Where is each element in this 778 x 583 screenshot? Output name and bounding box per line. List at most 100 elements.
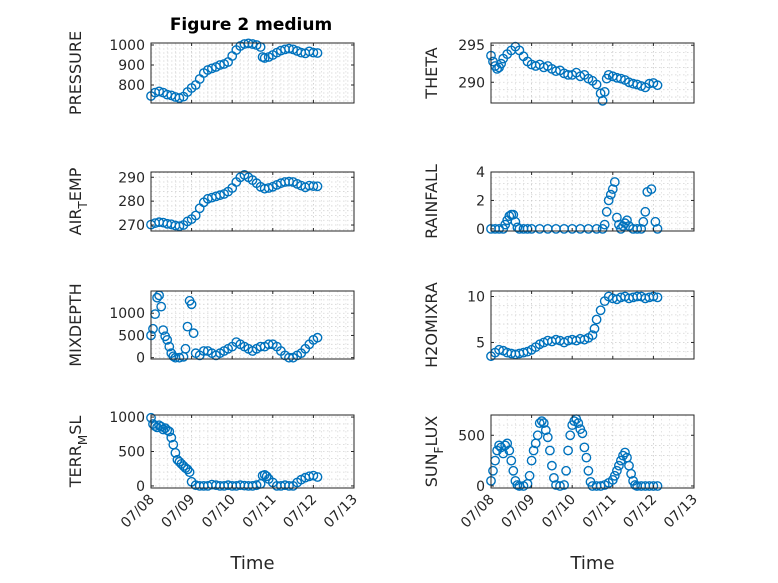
data-point [555, 481, 565, 491]
data-point [591, 223, 602, 234]
data-point [599, 87, 610, 97]
axes-frame [490, 414, 695, 489]
data-point [534, 418, 545, 428]
data-point [579, 442, 590, 453]
y-tick-label: 290 [458, 75, 485, 91]
subplot-2: 290 295 THETA [422, 38, 695, 106]
data-point [148, 323, 158, 334]
data-point [595, 481, 606, 491]
data-point [640, 206, 651, 217]
y-axis-label: THETA [422, 47, 441, 99]
data-point [583, 465, 594, 476]
data-point [206, 63, 217, 74]
data-point [528, 445, 539, 456]
data-point [609, 177, 620, 187]
y-tick-label: 10 [467, 290, 485, 306]
y-axis-label: TERRMSL [66, 416, 90, 489]
data-point [215, 190, 225, 201]
data-point [538, 418, 549, 428]
data-point [650, 216, 661, 227]
axes-frame [490, 42, 695, 104]
data-point [251, 480, 262, 491]
data-point [638, 216, 649, 227]
data-point [526, 455, 537, 466]
y-tick-label: 295 [458, 38, 485, 54]
y-tick-label: 280 [118, 194, 145, 210]
data-point [174, 93, 185, 103]
y-axis-label: AIRTEMP [66, 167, 90, 235]
data-point [616, 73, 626, 84]
data-point [605, 189, 616, 200]
data-point [180, 343, 191, 354]
data-point [565, 430, 576, 441]
data-point [636, 223, 647, 234]
data-point [158, 424, 169, 435]
data-point [632, 223, 643, 234]
data-point [646, 184, 657, 195]
data-point [595, 305, 606, 316]
data-point [512, 222, 523, 233]
data-point [162, 425, 173, 436]
axes-frame [490, 290, 695, 360]
data-point [502, 438, 513, 449]
subplot-4: 0 2 4 RAINFALL [422, 164, 695, 239]
data-point [510, 216, 521, 227]
y-tick-label: 0 [136, 351, 145, 367]
data-point [561, 465, 571, 476]
data-point [616, 455, 626, 466]
data-point [154, 86, 165, 97]
data-point [190, 210, 201, 221]
y-tick-label: 4 [476, 165, 485, 181]
data-point [156, 301, 167, 312]
data-point [263, 183, 274, 193]
data-point [563, 445, 573, 456]
data-point [540, 425, 551, 436]
y-tick-label: 1000 [109, 38, 145, 54]
data-point [524, 470, 535, 481]
data-point [652, 292, 663, 303]
axes-frame [490, 171, 695, 232]
y-tick-label: 0 [476, 479, 485, 495]
y-tick-label: 500 [458, 428, 485, 444]
data-point [620, 447, 630, 458]
data-point [549, 472, 559, 483]
data-point [182, 464, 193, 475]
y-tick-label: 5 [476, 335, 485, 351]
y-tick-label: 800 [118, 78, 145, 94]
data-point [603, 195, 614, 206]
y-tick-label: 500 [118, 445, 145, 461]
y-tick-label: 270 [118, 218, 145, 234]
y-tick-label: 500 [118, 328, 145, 344]
data-point [545, 445, 555, 456]
subplot-3: 270 280 290 AIRTEMP [66, 167, 355, 235]
data-point [182, 321, 193, 332]
x-axis-label: Time [569, 553, 614, 574]
data-point [488, 465, 498, 476]
y-tick-label: 2 [476, 193, 485, 209]
y-tick-label: 900 [118, 58, 145, 74]
data-point [506, 455, 517, 466]
data-point [508, 465, 519, 476]
data-point [188, 328, 199, 339]
data-point [164, 426, 175, 437]
data-point [308, 181, 319, 192]
data-point [601, 206, 612, 217]
data-point [547, 460, 557, 471]
data-point [496, 58, 506, 69]
data-point [542, 432, 553, 443]
axes-frame [150, 290, 355, 360]
data-point [591, 314, 602, 325]
data-point [536, 416, 547, 426]
y-axis-label: MIXDEPTH [66, 283, 85, 366]
data-point [599, 219, 610, 230]
data-point [614, 460, 624, 471]
subplot-6: 5 10 H2OMIXRA [422, 282, 695, 368]
data-point [652, 80, 663, 91]
data-point [597, 95, 608, 106]
data-point [622, 215, 632, 226]
data-point [284, 480, 294, 491]
data-point [577, 428, 588, 439]
data-point [158, 325, 169, 335]
data-point [170, 447, 181, 458]
